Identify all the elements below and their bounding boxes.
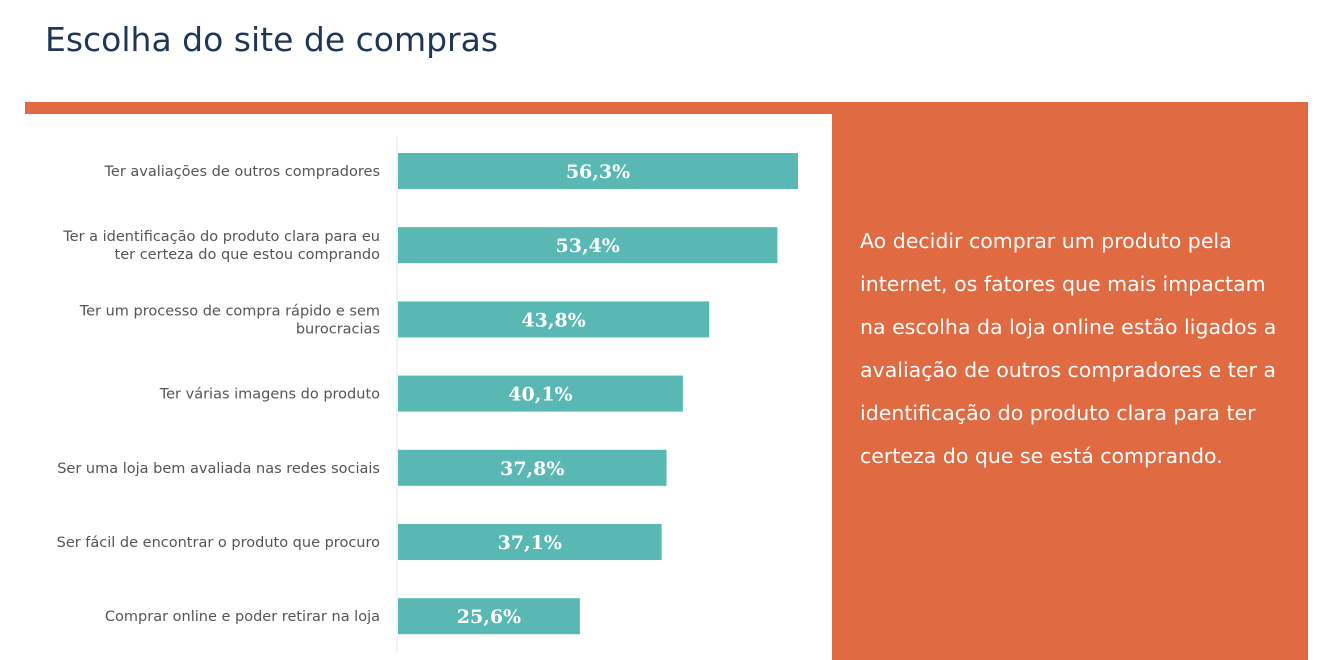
category-label-6: Ser fácil de encontrar o produto que pro… — [57, 535, 381, 551]
bar-value-label-6: 37,1% — [498, 532, 562, 554]
bar-3 — [398, 301, 710, 338]
bar-6 — [398, 524, 662, 560]
bar-chart: 56,3% Ter avaliações de outros compradore… — [57, 136, 798, 652]
bar-value-label-7: 25,6% — [457, 606, 521, 628]
bar-4 — [398, 375, 683, 412]
summary-panel: Ao decidir comprar um produto pela inter… — [832, 114, 1308, 660]
category-label-4: Ter várias imagens do produto — [159, 387, 380, 403]
bar-value-label-5: 37,8% — [500, 458, 564, 480]
bar-5 — [398, 449, 667, 486]
page-title: Escolha do site de compras — [45, 20, 499, 59]
category-label-3-line-1: Ter um processo de compra rápido e sem — [79, 303, 380, 319]
bars-group: 56,3% Ter avaliações de outros compradore… — [57, 153, 798, 635]
category-label-7: Comprar online e poder retirar na loja — [105, 609, 380, 625]
bar-7 — [398, 598, 580, 635]
category-label-3-line-2: burocracias — [296, 321, 380, 337]
category-label-2-line-1: Ter a identificação do produto clara par… — [62, 229, 380, 245]
bar-value-label-4: 40,1% — [508, 384, 572, 406]
bar-value-label-3: 43,8% — [521, 309, 585, 331]
bar-2 — [398, 227, 778, 264]
summary-text: Ao decidir comprar um produto pela inter… — [860, 229, 1277, 468]
bar-1 — [398, 153, 798, 189]
accent-bar — [25, 102, 1308, 114]
bar-value-label-2: 53,4% — [556, 235, 620, 257]
category-label-1: Ter avaliações de outros compradores — [104, 164, 380, 180]
category-label-5: Ser uma loja bem avaliada nas redes soci… — [57, 461, 380, 477]
bar-value-label-1: 56,3% — [566, 161, 630, 183]
category-label-2-line-2: ter certeza do que estou comprando — [115, 247, 381, 263]
